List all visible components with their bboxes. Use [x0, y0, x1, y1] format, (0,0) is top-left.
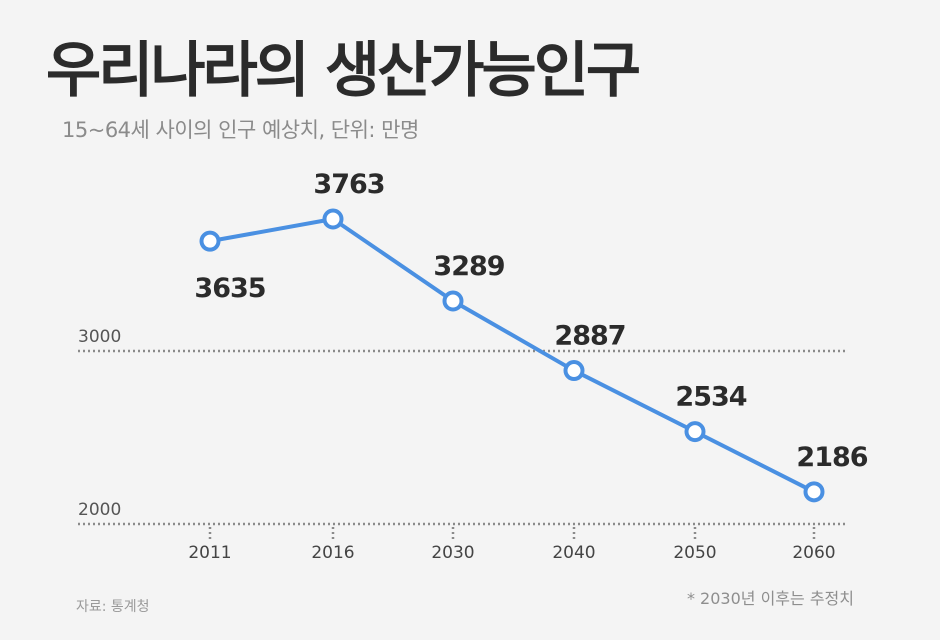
data-label-2050: 2534	[675, 382, 746, 413]
estimate-footnote: * 2030년 이후는 추정치	[686, 589, 854, 608]
data-point-2050	[684, 421, 706, 443]
data-point-2011	[199, 230, 221, 252]
y-tick-label-2000: 2000	[78, 500, 121, 520]
data-label-2060: 2186	[796, 442, 867, 473]
x-tick-label-2060: 2060	[792, 543, 835, 563]
data-label-2040: 2887	[554, 321, 625, 352]
series-line-layer	[208, 217, 816, 494]
x-tick-label-2040: 2040	[552, 543, 595, 563]
data-point-2030	[442, 290, 464, 312]
series-line	[208, 217, 816, 494]
x-tick-label-2030: 2030	[431, 543, 474, 563]
source-caption: 자료: 통계청	[76, 599, 150, 615]
data-points	[199, 208, 825, 503]
chart-subtitle: 15~64세 사이의 인구 예상치, 단위: 만명	[62, 118, 419, 142]
data-label-2011: 3635	[194, 273, 265, 304]
data-point-2040	[563, 360, 585, 382]
data-label-2016: 3763	[313, 169, 384, 200]
x-axis-ticks: 2011 2016 2030 2040 2050 2060	[188, 527, 836, 563]
x-tick-label-2050: 2050	[673, 543, 716, 563]
data-labels: 3635 3763 3289 2887 2534 2186	[194, 169, 868, 473]
x-tick-label-2011: 2011	[188, 543, 231, 563]
data-label-2030: 3289	[433, 251, 504, 282]
x-tick-label-2016: 2016	[311, 543, 354, 563]
y-tick-label-3000: 3000	[78, 327, 121, 347]
data-point-2016	[322, 208, 344, 230]
data-point-2060	[803, 481, 825, 503]
grid-lines: 2000 3000	[78, 327, 846, 526]
chart-title: 우리나라의 생산가능인구	[46, 36, 641, 106]
